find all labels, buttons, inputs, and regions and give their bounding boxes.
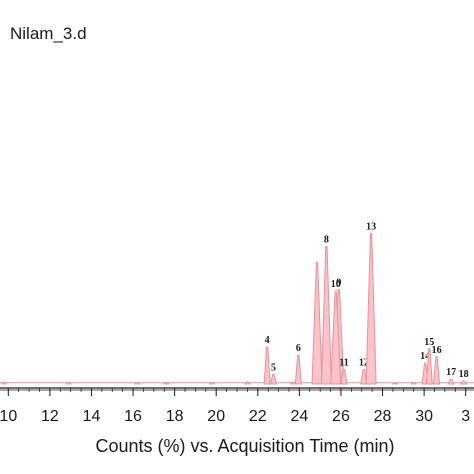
x-tick-label: 24 xyxy=(290,408,308,425)
peak-label: 15 xyxy=(424,337,434,348)
peak-mark xyxy=(320,245,332,385)
peak-label: 5 xyxy=(271,362,276,373)
minor-peak xyxy=(162,381,171,385)
x-tick-label: 28 xyxy=(374,408,392,425)
peak-mark xyxy=(360,369,368,385)
minor-peak xyxy=(208,381,216,385)
peak-label: 14 xyxy=(420,351,430,362)
peak-label: 4 xyxy=(265,335,270,346)
peak-label: 6 xyxy=(296,343,301,354)
minor-peak xyxy=(289,381,297,385)
minor-peak xyxy=(133,381,142,385)
peak-label: 16 xyxy=(432,345,442,356)
peak-mark xyxy=(365,233,377,385)
peak-label: 18 xyxy=(459,369,469,380)
peak-label: 12 xyxy=(359,358,369,369)
minor-peak xyxy=(65,381,73,385)
peak-label: 8 xyxy=(324,234,329,245)
peak-mark xyxy=(340,369,348,385)
x-tick-label: 12 xyxy=(41,408,59,425)
peak-label: 13 xyxy=(366,222,376,233)
peak-mark xyxy=(294,354,302,385)
peak-label: 11 xyxy=(339,358,348,369)
chart-title: Nilam_3.d xyxy=(10,24,87,43)
x-tick-label: 10 xyxy=(0,408,17,425)
peak-label: 10 xyxy=(331,279,341,290)
peak-mark xyxy=(433,356,441,385)
minor-peak xyxy=(410,381,418,385)
x-tick-label: 26 xyxy=(332,408,350,425)
peak-mark xyxy=(311,261,323,385)
peak-mark xyxy=(263,346,271,385)
minor-peak xyxy=(243,380,251,385)
x-tick-label: 16 xyxy=(124,408,142,425)
x-axis: 10 12 14 16 18 20 22 24 26 28 30 3 xyxy=(0,387,474,425)
minor-peak xyxy=(0,380,8,385)
peak-mark xyxy=(330,290,342,385)
x-tick-label: 14 xyxy=(83,408,101,425)
minor-peak xyxy=(391,381,399,385)
x-axis-label: Counts (%) vs. Acquisition Time (min) xyxy=(95,436,394,456)
peak-label: 17 xyxy=(446,367,456,378)
peak-mark xyxy=(459,380,468,385)
x-tick-label: 30 xyxy=(415,408,433,425)
peak-mark xyxy=(447,378,455,385)
peak-label: 9 xyxy=(336,278,341,289)
x-tick-label: 18 xyxy=(166,408,184,425)
x-tick-label: 3 xyxy=(461,408,470,425)
x-tick-label: 22 xyxy=(249,408,267,425)
peak-mark xyxy=(425,348,433,385)
x-tick-label: 20 xyxy=(207,408,225,425)
peak-mark xyxy=(269,373,278,385)
